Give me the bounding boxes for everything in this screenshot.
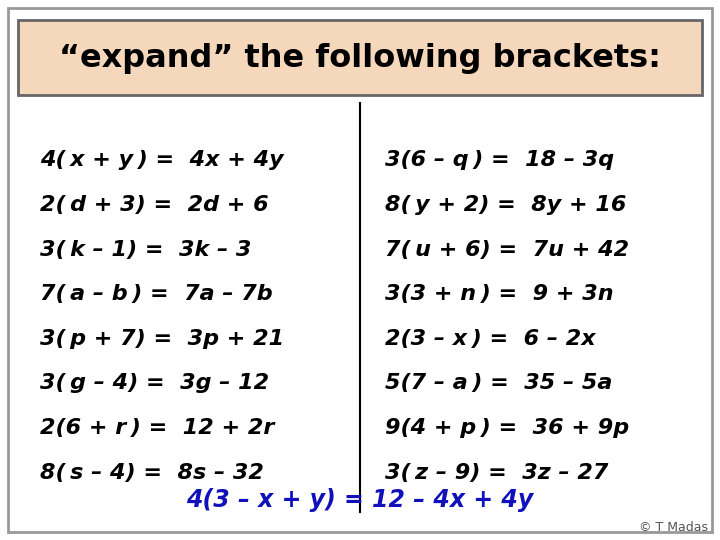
Text: 2( d + 3) =  2d + 6: 2( d + 3) = 2d + 6 [40, 195, 269, 215]
Text: 9(4 + p ) =  36 + 9p: 9(4 + p ) = 36 + 9p [385, 418, 629, 438]
Text: “expand” the following brackets:: “expand” the following brackets: [59, 43, 661, 73]
Text: 7( a – b ) =  7a – 7b: 7( a – b ) = 7a – 7b [40, 284, 272, 304]
Text: 7( u + 6) =  7u + 42: 7( u + 6) = 7u + 42 [385, 240, 629, 260]
Text: 8( s – 4) =  8s – 32: 8( s – 4) = 8s – 32 [40, 463, 264, 483]
Text: 3( z – 9) =  3z – 27: 3( z – 9) = 3z – 27 [385, 463, 608, 483]
Text: 5(7 – a ) =  35 – 5a: 5(7 – a ) = 35 – 5a [385, 374, 613, 394]
Text: 4( x + y ) =  4x + 4y: 4( x + y ) = 4x + 4y [40, 150, 283, 170]
Text: 3(3 + n ) =  9 + 3n: 3(3 + n ) = 9 + 3n [385, 284, 614, 304]
Text: © T Madas: © T Madas [639, 521, 708, 534]
Text: 3(6 – q ) =  18 – 3q: 3(6 – q ) = 18 – 3q [385, 150, 614, 170]
Text: 3( p + 7) =  3p + 21: 3( p + 7) = 3p + 21 [40, 329, 284, 349]
FancyBboxPatch shape [18, 20, 702, 95]
Text: 2(6 + r ) =  12 + 2r: 2(6 + r ) = 12 + 2r [40, 418, 274, 438]
FancyBboxPatch shape [8, 8, 712, 532]
Text: 4(3 – x + y) = 12 – 4x + 4y: 4(3 – x + y) = 12 – 4x + 4y [186, 488, 534, 512]
Text: 3( g – 4) =  3g – 12: 3( g – 4) = 3g – 12 [40, 374, 269, 394]
Text: 3( k – 1) =  3k – 3: 3( k – 1) = 3k – 3 [40, 240, 251, 260]
Text: 8( y + 2) =  8y + 16: 8( y + 2) = 8y + 16 [385, 195, 626, 215]
Text: 2(3 – x ) =  6 – 2x: 2(3 – x ) = 6 – 2x [385, 329, 596, 349]
